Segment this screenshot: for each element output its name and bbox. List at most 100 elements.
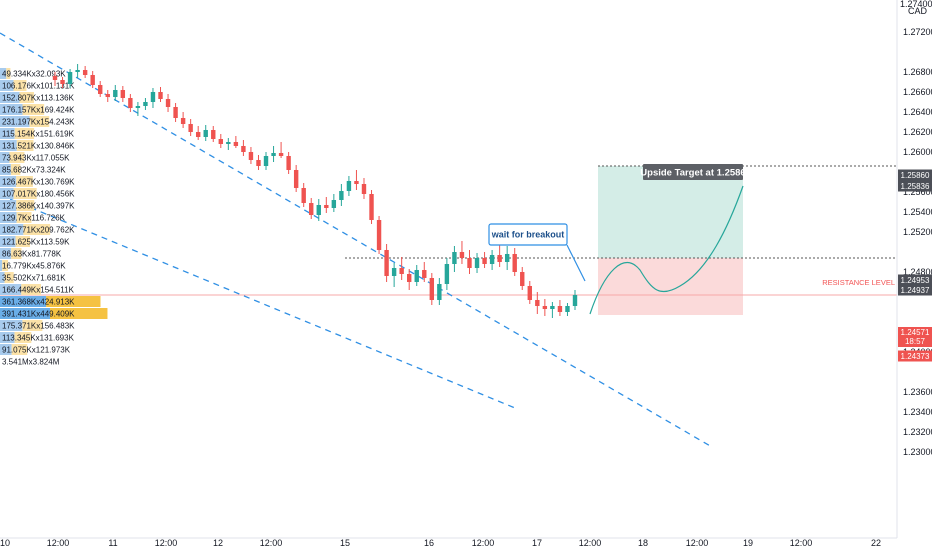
candle[interactable] [527, 281, 532, 304]
volume-profile-label: 391.431Kx449.409K [2, 310, 75, 319]
candle[interactable] [195, 126, 201, 140]
candle[interactable] [444, 258, 450, 290]
candle[interactable] [105, 90, 110, 102]
price-tag-label: 1.25860 [901, 171, 930, 180]
candle[interactable] [497, 245, 502, 267]
candle[interactable] [173, 103, 178, 122]
candle[interactable] [361, 178, 367, 199]
candle-body [535, 300, 540, 306]
volume-bar-sell [4, 272, 14, 283]
candle[interactable] [158, 87, 163, 102]
candle[interactable] [346, 176, 352, 196]
candle[interactable] [399, 257, 404, 280]
candle[interactable] [75, 64, 80, 78]
candle[interactable] [120, 86, 126, 102]
candle[interactable] [271, 146, 276, 162]
candle[interactable] [512, 248, 517, 276]
channel-upper-trendline[interactable] [0, 32, 713, 448]
candle-body [361, 184, 367, 194]
candle[interactable] [339, 184, 344, 206]
candle[interactable] [354, 170, 359, 190]
candle[interactable] [459, 241, 465, 264]
candle[interactable] [489, 250, 495, 270]
candle[interactable] [376, 216, 382, 254]
candle[interactable] [60, 77, 65, 88]
candle-body [550, 306, 555, 309]
candle[interactable] [391, 263, 397, 287]
candle[interactable] [128, 94, 133, 112]
candle[interactable] [422, 262, 427, 282]
candle[interactable] [286, 152, 291, 174]
candle[interactable] [67, 69, 73, 88]
candle[interactable] [542, 299, 548, 316]
volume-bar-buy [0, 284, 22, 295]
candle[interactable] [309, 198, 314, 219]
channel-lower-trendline[interactable] [0, 194, 516, 409]
volume-bar-sell [2, 260, 9, 271]
candle[interactable] [324, 197, 329, 213]
candle[interactable] [407, 269, 412, 290]
price-axis-ticks[interactable]: 1.27200 1.26800 1.26600 1.26400 1.26200 1.260… [903, 27, 932, 457]
candle[interactable] [165, 94, 171, 112]
candle[interactable] [293, 165, 299, 192]
candle[interactable] [331, 194, 337, 212]
candle[interactable] [150, 88, 156, 108]
candle-body [316, 205, 321, 215]
candle[interactable] [482, 252, 487, 268]
price-tag-countdown: 18:57 [905, 337, 926, 346]
target-label-box[interactable] [643, 164, 743, 180]
price-tag-label: 1.24953 [901, 276, 930, 285]
candle[interactable] [188, 119, 193, 136]
candle[interactable] [233, 136, 239, 148]
target-label: Upside Target at 1.2586 [640, 168, 745, 179]
candle[interactable] [520, 267, 525, 290]
candle[interactable] [180, 112, 186, 128]
candle[interactable] [504, 246, 510, 270]
candle[interactable] [557, 300, 563, 316]
candle[interactable] [82, 66, 88, 78]
volume-bar-buy [0, 176, 17, 187]
price-tick-top-partial: 1.27400 [900, 0, 932, 9]
candle[interactable] [316, 199, 321, 221]
candle[interactable] [550, 302, 555, 318]
candle[interactable] [467, 250, 472, 274]
candle[interactable] [226, 138, 231, 150]
candle[interactable] [248, 147, 254, 164]
time-tick-label: 22 [871, 538, 881, 548]
candle[interactable] [90, 71, 95, 88]
candle[interactable] [218, 134, 223, 148]
volume-bar-sell-poc [46, 296, 101, 307]
candle[interactable] [301, 183, 306, 207]
candle[interactable] [572, 290, 578, 310]
volume-bar-buy [0, 80, 14, 91]
candle[interactable] [429, 273, 435, 305]
volume-profile-label: 113.345Kx131.693K [2, 334, 75, 343]
candle[interactable] [565, 303, 570, 316]
candle[interactable] [452, 246, 457, 272]
candle[interactable] [474, 253, 480, 273]
candle[interactable] [535, 292, 540, 314]
breakout-callout-box[interactable] [488, 223, 568, 246]
candle[interactable] [98, 81, 103, 97]
volume-bar-buy-poc [0, 296, 47, 307]
candle[interactable] [437, 278, 442, 305]
volume-bar-sell [10, 164, 21, 175]
candle[interactable] [263, 152, 269, 170]
candle[interactable] [369, 190, 374, 224]
candle[interactable] [278, 142, 284, 158]
candle[interactable] [143, 98, 148, 110]
candle[interactable] [241, 140, 246, 156]
candle[interactable] [113, 85, 118, 101]
time-axis-ticks[interactable]: 10 12:00 11 12:00 12 12:00 15 16 12:00 17 12:00 18 1… [0, 538, 881, 548]
candle[interactable] [135, 102, 141, 116]
candle[interactable] [203, 125, 208, 141]
candle[interactable] [256, 155, 261, 170]
candle[interactable] [211, 126, 216, 142]
candle[interactable] [414, 265, 419, 286]
candle[interactable] [384, 244, 389, 282]
candle[interactable] [52, 72, 58, 86]
time-tick-label: 12:00 [790, 538, 813, 548]
volume-bar-sell [9, 152, 25, 163]
volume-profile-label: 73.943Kx117.055K [2, 154, 70, 163]
